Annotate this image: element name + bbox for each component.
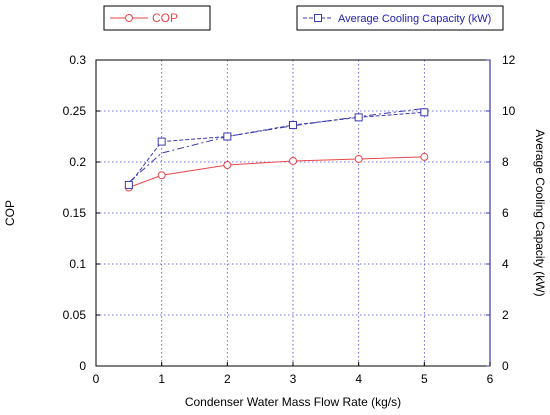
y-tick-label: 0.05 xyxy=(63,308,87,322)
x-tick-label: 4 xyxy=(355,372,362,386)
capacity-point xyxy=(354,113,363,122)
y2-tick-label: 2 xyxy=(502,308,509,322)
y2-tick-label: 6 xyxy=(502,206,509,220)
capacity-point xyxy=(157,137,166,146)
legend-capacity-label: Average Cooling Capacity (kW) xyxy=(338,13,491,25)
x-tick-label: 6 xyxy=(487,372,494,386)
y-tick-label: 0.1 xyxy=(69,257,86,271)
cop-point xyxy=(223,161,232,170)
y-tick-label: 0 xyxy=(79,359,86,373)
cop-point xyxy=(157,171,166,180)
x-tick-label: 2 xyxy=(224,372,231,386)
cop-series-line xyxy=(128,156,425,188)
y2-tick-label: 8 xyxy=(502,155,509,169)
capacity-point xyxy=(420,108,429,117)
legend-cop-label: COP xyxy=(152,11,178,25)
capacity-point xyxy=(289,121,297,130)
legend-cop: COP xyxy=(103,5,211,31)
legend-capacity-marker xyxy=(314,14,322,22)
capacity-series-line xyxy=(128,111,425,186)
y2-tick-label: 0 xyxy=(502,359,509,373)
y-axis-label: COP xyxy=(3,200,17,226)
legend-cop-box xyxy=(103,5,211,31)
cop-point xyxy=(420,152,429,161)
legend-capacity: Average Cooling Capacity (kW) xyxy=(296,5,504,31)
y2-axis-label: Average Cooling Capacity (kW) xyxy=(533,129,547,296)
x-tick-label: 3 xyxy=(290,372,297,386)
y2-tick-label: 12 xyxy=(502,53,516,67)
legend-cop-marker xyxy=(125,14,133,22)
y-tick-label: 0.15 xyxy=(63,206,87,220)
x-tick-label: 0 xyxy=(93,372,100,386)
y2-tick-label: 4 xyxy=(502,257,509,271)
series xyxy=(124,107,429,192)
capacity-point xyxy=(223,132,232,141)
y-tick-label: 0.3 xyxy=(69,53,86,67)
legend-capacity-box xyxy=(296,5,504,31)
y-tick-label: 0.2 xyxy=(69,155,86,169)
cop-point xyxy=(289,156,297,165)
y2-tick-label: 10 xyxy=(502,104,516,118)
grid xyxy=(96,60,490,366)
capacity-point xyxy=(124,180,133,189)
x-tick-label: 1 xyxy=(158,372,165,386)
x-axis-label: Condenser Water Mass Flow Rate (kg/s) xyxy=(185,395,401,409)
cop-point xyxy=(354,154,363,163)
y-tick-label: 0.25 xyxy=(63,104,87,118)
x-tick-label: 5 xyxy=(421,372,428,386)
